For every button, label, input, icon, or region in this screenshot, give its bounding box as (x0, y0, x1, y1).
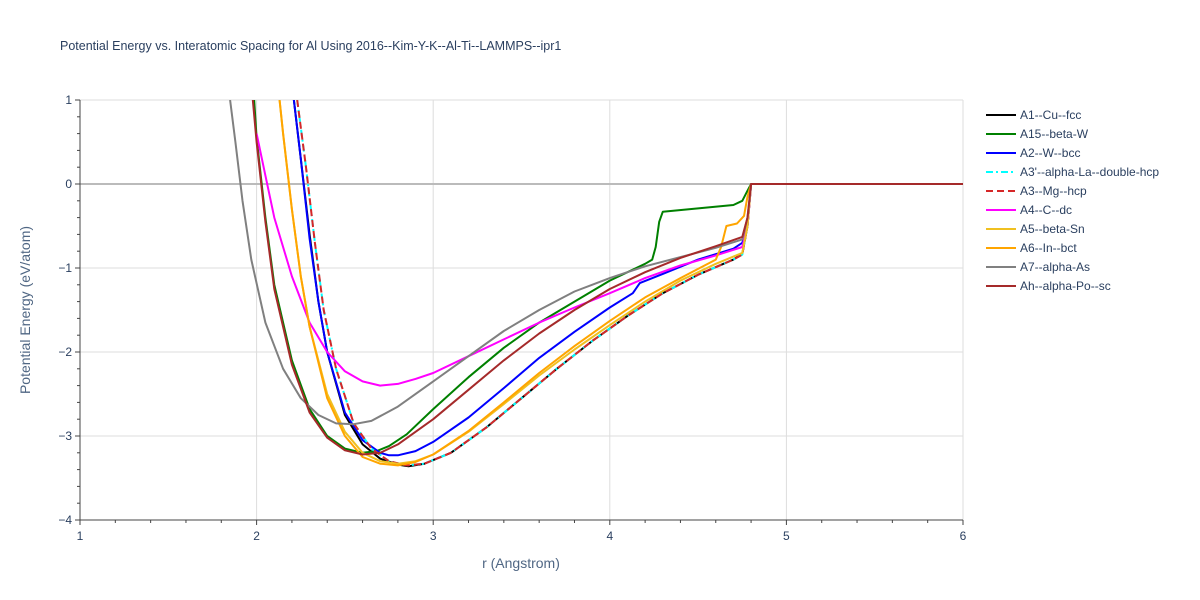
x-tick-label: 2 (253, 529, 260, 543)
x-tick-label: 6 (960, 529, 967, 543)
series-line-2 (292, 100, 963, 457)
legend-item[interactable]: A7--alpha-As (986, 260, 1090, 274)
legend-label: Ah--alpha-Po--sc (1020, 279, 1111, 293)
legend[interactable]: A1--Cu--fcc A15--beta-W A2--W--bcc A3'--alp… (986, 108, 1159, 293)
legend-label: A6--In--bct (1020, 241, 1077, 255)
legend-item[interactable]: A15--beta-W (986, 127, 1089, 141)
legend-label: A2--W--bcc (1020, 146, 1080, 160)
series-line-3 (296, 100, 963, 467)
chart-title: Potential Energy vs. Interatomic Spacing… (60, 39, 561, 53)
x-tick-label: 1 (77, 529, 84, 543)
legend-label: A3'--alpha-La--double-hcp (1020, 165, 1159, 179)
grid-lines (80, 99, 964, 520)
legend-item[interactable]: A2--W--bcc (986, 146, 1080, 160)
series-group (229, 100, 963, 468)
y-tick-label: 1 (65, 93, 72, 107)
y-tick-label: −2 (58, 345, 72, 359)
legend-item[interactable]: A6--In--bct (986, 241, 1077, 255)
legend-label: A1--Cu--fcc (1020, 108, 1081, 122)
y-tick-label: −1 (58, 261, 72, 275)
legend-label: A15--beta-W (1020, 127, 1089, 141)
series-line-9 (251, 100, 963, 456)
legend-item[interactable]: Ah--alpha-Po--sc (986, 279, 1111, 293)
series-line-1 (253, 100, 963, 454)
x-tick-label: 5 (783, 529, 790, 543)
legend-label: A3--Mg--hcp (1020, 184, 1087, 198)
series-line-6 (278, 100, 963, 465)
legend-item[interactable]: A4--C--dc (986, 203, 1072, 217)
legend-item[interactable]: A3'--alpha-La--double-hcp (986, 165, 1159, 179)
y-tick-label: 0 (65, 177, 72, 191)
x-axis-label: r (Angstrom) (482, 555, 560, 571)
x-tick-label: 4 (606, 529, 613, 543)
series-line-7 (278, 100, 963, 467)
axes (75, 99, 964, 525)
legend-item[interactable]: A5--beta-Sn (986, 222, 1085, 236)
legend-label: A4--C--dc (1020, 203, 1072, 217)
x-tick-label: 3 (430, 529, 437, 543)
tick-labels: 1 2 3 4 5 6 1 0 −1 −2 −3 −4 (58, 93, 966, 543)
legend-item[interactable]: A1--Cu--fcc (986, 108, 1081, 122)
legend-label: A5--beta-Sn (1020, 222, 1085, 236)
legend-item[interactable]: A3--Mg--hcp (986, 184, 1087, 198)
series-line-8 (229, 100, 963, 426)
y-tick-label: −3 (58, 429, 72, 443)
series-line-4 (296, 100, 963, 467)
legend-label: A7--alpha-As (1020, 260, 1090, 274)
y-tick-label: −4 (58, 513, 72, 527)
y-axis-label: Potential Energy (eV/atom) (17, 226, 33, 394)
